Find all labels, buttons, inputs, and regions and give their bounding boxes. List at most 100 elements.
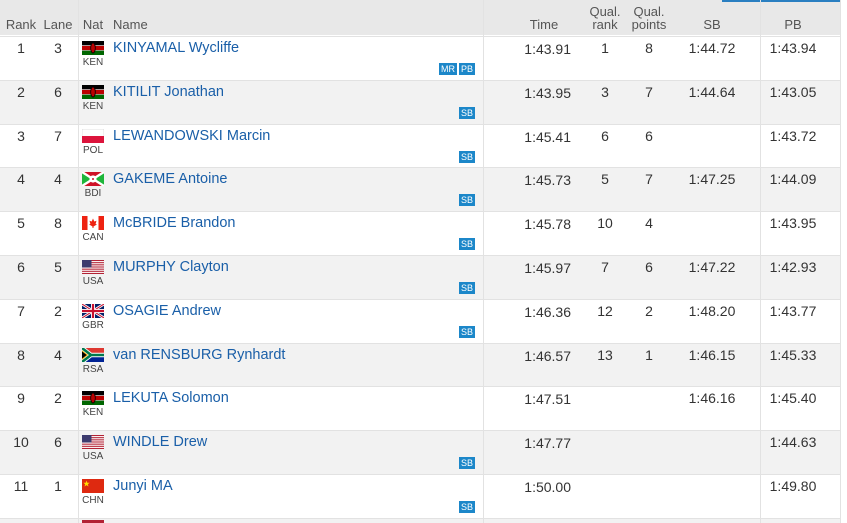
record-badge: SB [458,282,475,294]
athlete-name[interactable]: LEWANDOWSKI Marcin [113,127,271,144]
athlete-name[interactable]: OSAGIE Andrew [113,302,221,319]
country-code: KEN [82,407,104,419]
personal-best: 1:42.93 [769,259,817,275]
athlete-name[interactable]: KITILIT Jonathan [113,83,224,100]
personal-best: 1:44.09 [769,171,817,188]
country-code: BDI [84,188,102,200]
column-divider [760,0,761,523]
country-code: KEN [82,100,104,112]
header-background [0,0,840,35]
qual-rank: 1 [601,40,609,56]
rank: 4 [17,171,25,188]
row-background [0,386,840,431]
flag [82,260,104,274]
row-background [0,79,840,124]
athlete-name[interactable]: GAKEME Antoine [113,171,228,188]
personal-best: 1:43.77 [769,302,817,319]
athlete-name[interactable]: KINYAMAL Wycliffe [113,40,240,56]
row-background [0,167,840,212]
column-header: SB [703,17,721,32]
season-best: 1:48.20 [688,302,736,319]
column-header: Qual. points [631,4,667,32]
personal-best: 1:43.94 [769,40,817,56]
qual-points: 1 [645,346,653,363]
column-header: Rank [5,17,37,32]
lane: 2 [54,302,62,319]
lane: 4 [54,346,62,363]
column-header: Name [113,17,148,32]
flag [82,85,104,99]
lane: 3 [54,40,62,56]
season-best: 1:46.16 [688,390,736,407]
rank: 2 [17,83,25,100]
rank: 10 [13,434,29,451]
country-code: CAN [82,232,104,244]
row-background [0,430,840,474]
time: 1:46.36 [524,303,571,320]
rank: 6 [17,259,25,275]
qual-rank: 5 [601,171,609,188]
column-header: Qual. rank [589,4,621,32]
record-badge: SB [458,501,475,513]
personal-best: 1:44.63 [769,434,817,451]
flag [82,41,104,55]
qual-rank: 3 [601,83,609,100]
qual-points: 6 [645,259,653,275]
record-badge: MR [438,63,457,75]
column-divider [840,0,841,523]
rank: 9 [17,390,25,407]
rank: 3 [17,127,25,144]
qual-points: 7 [645,83,653,100]
rank: 5 [17,215,25,232]
row-background [0,342,840,387]
lane: 7 [54,127,62,144]
lane: 1 [54,478,62,494]
active-sort-indicator [722,0,840,2]
column-divider [78,0,79,523]
column-header: Lane [43,17,73,32]
column-header: Nat [82,17,104,32]
season-best: 1:47.22 [688,259,736,275]
lane: 2 [54,390,62,407]
lane: 6 [54,434,62,451]
column-divider [483,0,484,523]
time: 1:45.41 [524,128,571,145]
country-code: RSA [82,363,104,375]
flag-stub [82,520,104,523]
lane: 5 [54,259,62,275]
country-code: USA [82,276,104,287]
flag [82,391,104,405]
athlete-name[interactable]: McBRIDE Brandon [113,215,236,232]
season-best: 1:47.25 [688,171,736,188]
lane: 8 [54,215,62,232]
row-background [0,123,840,168]
rank: 7 [17,302,25,319]
athlete-name[interactable]: WINDLE Drew [113,434,208,451]
record-badge: SB [458,194,475,207]
flag [82,435,104,449]
athlete-name[interactable]: MURPHY Clayton [113,259,229,275]
qual-rank: 10 [597,215,613,232]
flag [82,216,104,230]
country-code: KEN [82,57,104,68]
row-background [0,36,840,80]
athlete-name[interactable]: Junyi MA [113,478,173,494]
athlete-name[interactable]: van RENSBURG Rynhardt [113,346,286,363]
personal-best: 1:43.05 [769,83,817,100]
time: 1:47.51 [524,391,571,408]
lane: 6 [54,83,62,100]
time: 1:45.73 [524,172,571,189]
athlete-name[interactable]: LEKUTA Solomon [113,390,229,407]
qual-rank: 6 [601,127,609,144]
country-code: USA [82,451,104,463]
time: 1:45.78 [524,216,571,233]
record-badge: PB [458,63,475,75]
record-badge: SB [458,325,475,338]
record-badge: SB [458,457,475,470]
rank: 8 [17,346,25,363]
qual-points: 6 [645,127,653,144]
flag [82,129,104,143]
time: 1:47.77 [524,435,571,452]
record-badge: SB [458,150,475,163]
qual-rank: 12 [597,302,613,319]
